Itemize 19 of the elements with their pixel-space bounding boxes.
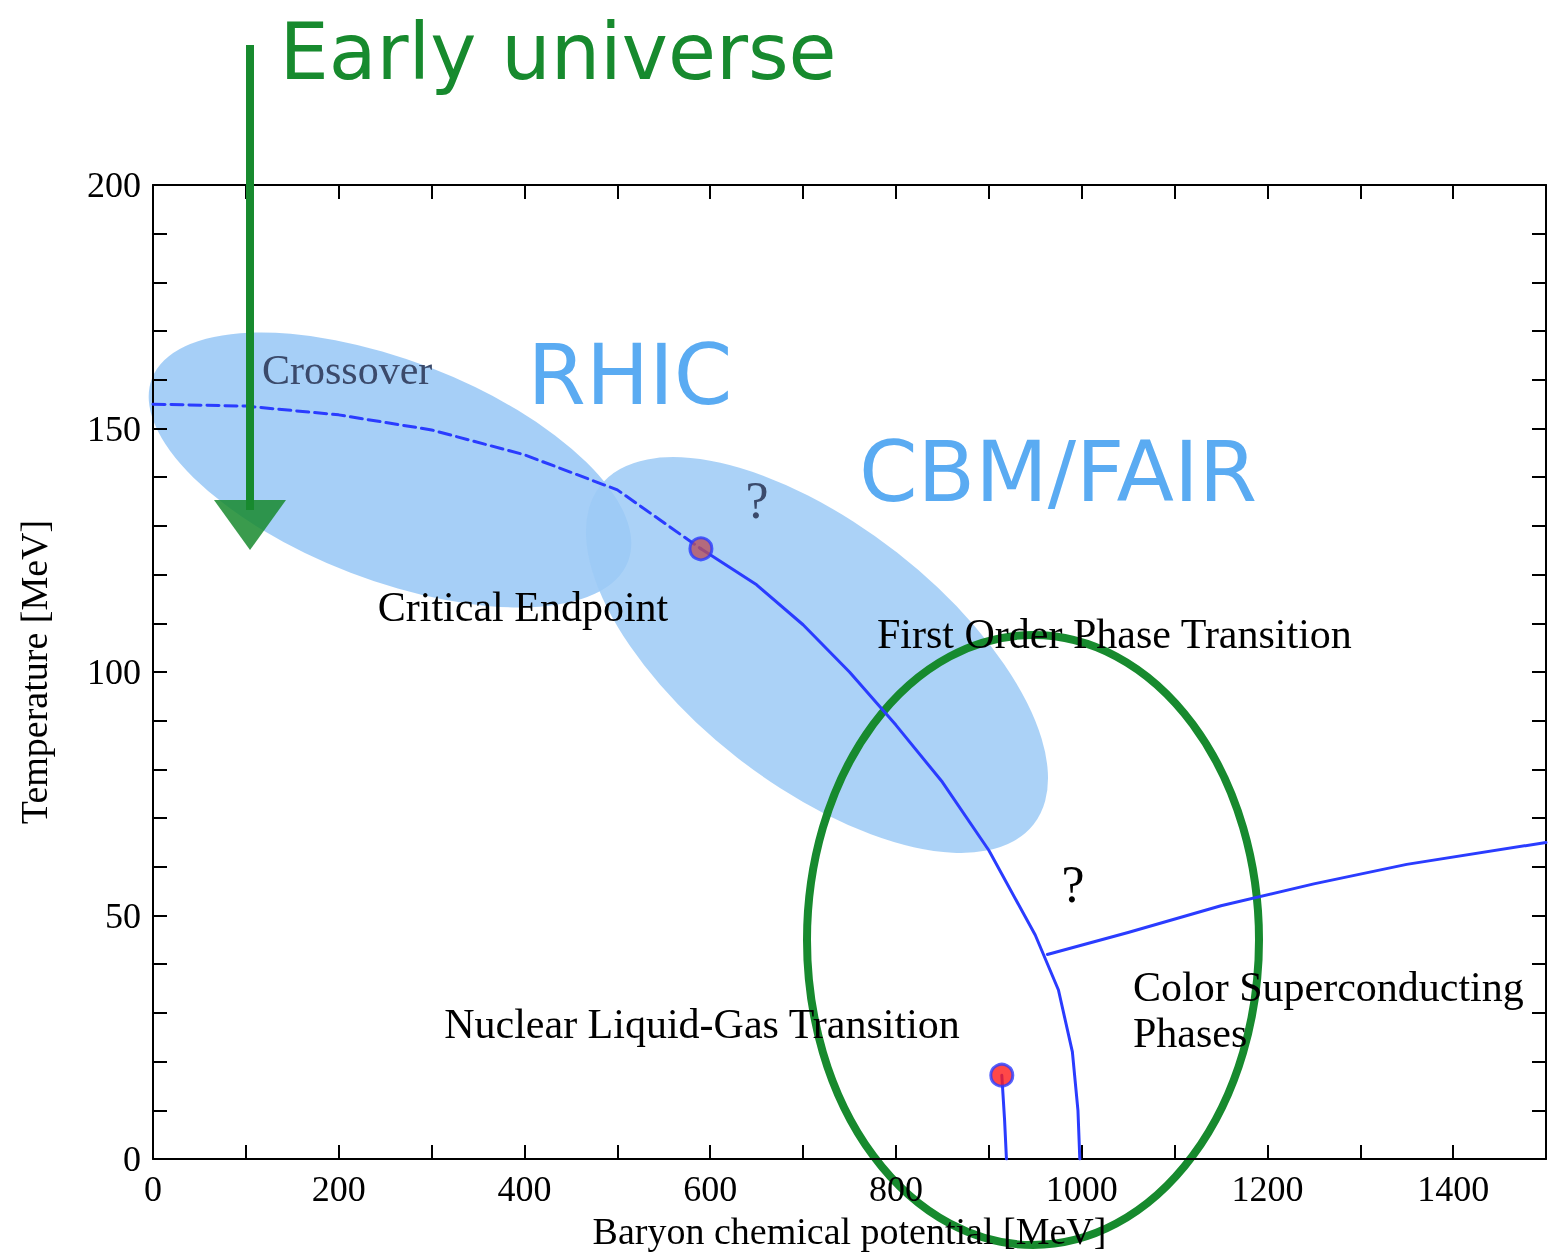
x-tick-label: 1000 bbox=[1045, 1169, 1118, 1209]
annotation: Critical Endpoint bbox=[377, 584, 669, 630]
x-tick-label: 1400 bbox=[1417, 1169, 1490, 1209]
annotation: RHIC bbox=[527, 326, 733, 424]
y-tick-label: 150 bbox=[87, 408, 141, 449]
x-tick-label: 600 bbox=[683, 1169, 738, 1209]
text: Early universe bbox=[279, 7, 837, 97]
y-tick-label: 0 bbox=[123, 1139, 141, 1179]
y-axis-title: Temperature [MeV] bbox=[13, 519, 55, 825]
y-tick-label: 200 bbox=[87, 165, 141, 205]
annotation: ? bbox=[1061, 855, 1085, 913]
x-tick-label: 1200 bbox=[1231, 1169, 1304, 1209]
annotation: Crossover bbox=[262, 347, 433, 393]
y-tick-label: 100 bbox=[87, 652, 141, 692]
x-tick-label: 400 bbox=[497, 1169, 552, 1209]
annotation: CBM/FAIR bbox=[858, 423, 1258, 521]
y-tick-label: 50 bbox=[105, 895, 141, 936]
annotation: ? bbox=[745, 471, 769, 529]
x-tick-label: 200 bbox=[311, 1169, 366, 1209]
